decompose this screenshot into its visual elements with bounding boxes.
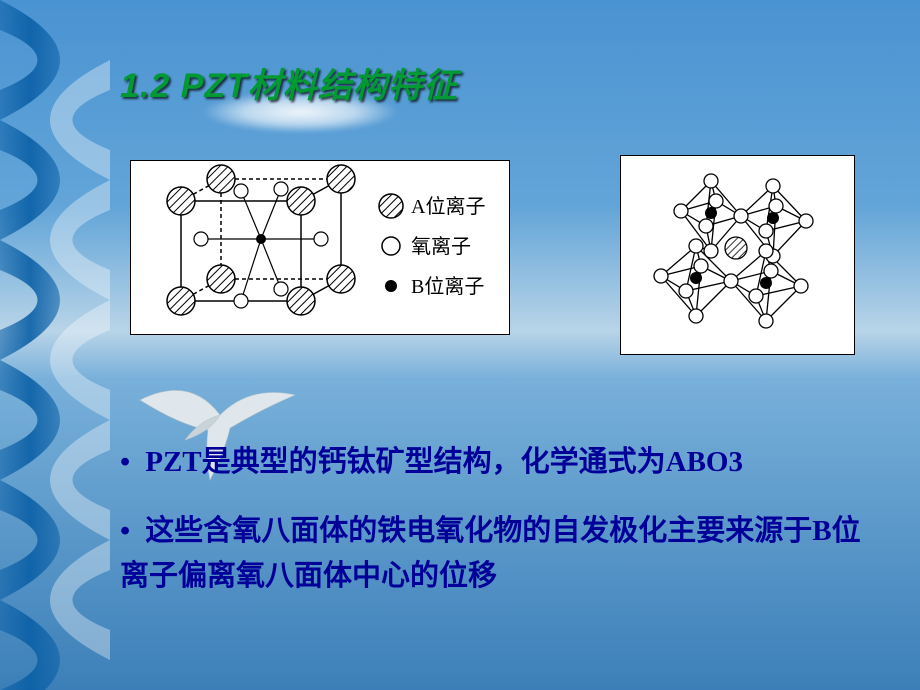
legend-a-label: A位离子 — [411, 195, 485, 218]
figure-octahedra-network — [620, 155, 855, 355]
figure-perovskite-cell: A位离子 氧离子 B位离子 — [130, 160, 510, 335]
slide: 1.2 PZT材料结构特征 — [0, 0, 920, 690]
legend-o-label: 氧离子 — [411, 235, 471, 258]
helix-decoration — [0, 0, 110, 690]
bullet-item: • 这些含氧八面体的铁电氧化物的自发极化主要来源于B位离子偏离氧八面体中心的位移 — [120, 509, 880, 599]
bullet-text: PZT是典型的钙钛矿型结构，化学通式为ABO3 — [145, 446, 743, 478]
legend: A位离子 氧离子 B位离子 — [379, 194, 485, 298]
bullet-text: 这些含氧八面体的铁电氧化物的自发极化主要来源于B位离子偏离氧八面体中心的位移 — [120, 515, 861, 592]
bullet-dot-icon: • — [120, 509, 138, 554]
legend-b-label: B位离子 — [411, 275, 484, 298]
octahedra-svg — [621, 156, 854, 354]
slide-title: 1.2 PZT材料结构特征 — [120, 58, 458, 107]
bullet-item: • PZT是典型的钙钛矿型结构，化学通式为ABO3 — [120, 440, 880, 485]
bullet-list: • PZT是典型的钙钛矿型结构，化学通式为ABO3 • 这些含氧八面体的铁电氧化… — [120, 440, 880, 623]
perovskite-svg: A位离子 氧离子 B位离子 — [131, 161, 509, 334]
bullet-dot-icon: • — [120, 440, 138, 485]
